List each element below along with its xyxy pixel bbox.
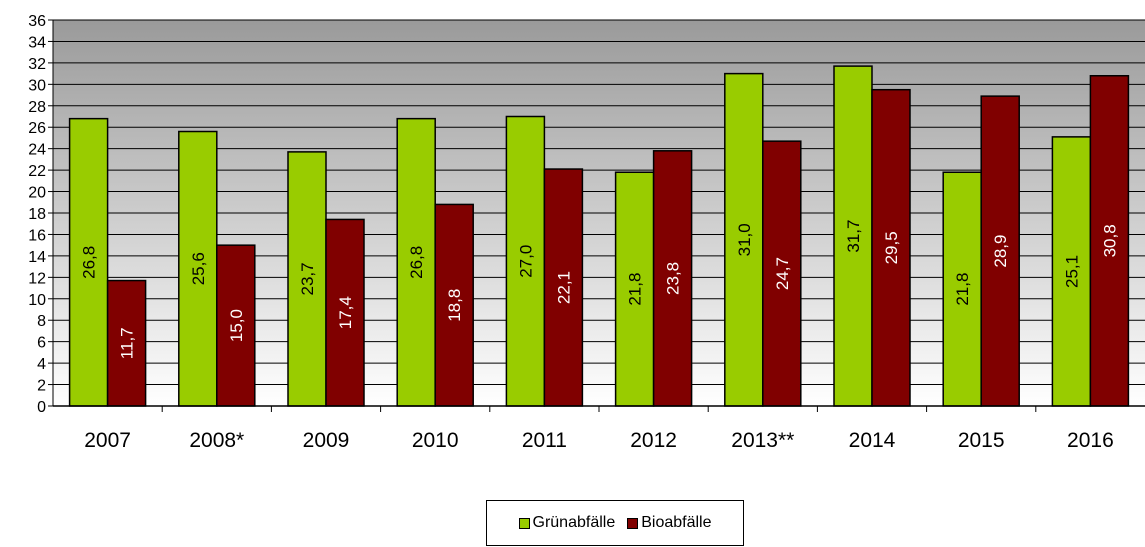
y-tick-label: 12 [28, 270, 46, 287]
data-label: 25,1 [1062, 255, 1081, 288]
y-tick-label: 22 [28, 163, 46, 180]
bar-bioabfaelle [216, 244, 256, 407]
data-label: 23,8 [664, 262, 683, 295]
bar-gruenabfaelle [178, 130, 218, 407]
data-label: 11,7 [118, 327, 137, 359]
x-tick-label: 2007 [84, 429, 131, 452]
x-tick-label: 2011 [522, 429, 567, 452]
y-tick-label: 34 [28, 34, 46, 51]
x-tick-label: 2013** [731, 429, 794, 452]
bar-gruenabfaelle [724, 72, 764, 407]
y-tick-label: 24 [28, 142, 46, 159]
data-label: 28,9 [991, 235, 1010, 268]
legend-swatch-gruenabfaelle [518, 517, 530, 529]
y-tick-label: 30 [28, 77, 46, 94]
data-label: 21,8 [953, 273, 972, 306]
data-label: 23,7 [298, 262, 317, 295]
data-label: 27,0 [516, 245, 535, 278]
y-tick-label: 28 [28, 99, 46, 116]
y-tick-label: 4 [37, 356, 46, 373]
y-tick-label: 2 [37, 378, 46, 395]
x-axis: 2007 2008* 2009 2010 2011 2012 2013** 2014 2015 2… [53, 405, 1145, 452]
bar-gruenabfaelle [396, 117, 436, 407]
bar-bioabfaelle [106, 279, 147, 407]
data-label: 24,7 [773, 257, 792, 290]
y-tick-label: 10 [28, 292, 46, 309]
data-label: 31,7 [844, 220, 863, 253]
x-tick-label: 2012 [630, 429, 677, 452]
y-tick-label: 18 [28, 206, 46, 223]
data-label: 21,8 [626, 273, 645, 306]
legend: Grünabfälle Bioabfälle [486, 500, 744, 546]
data-label: 18,8 [445, 289, 464, 322]
data-label: 17,4 [336, 296, 355, 329]
bar-bioabfaelle [871, 88, 911, 407]
y-tick-label: 36 [28, 13, 46, 30]
legend-item-gruenabfaelle: Grünabfälle [518, 514, 616, 532]
bar-gruenabfaelle [287, 151, 327, 407]
bar-bioabfaelle [652, 150, 693, 407]
y-tick-label: 20 [28, 185, 46, 202]
data-label: 15,0 [227, 309, 246, 342]
x-tick-label: 2015 [958, 429, 1005, 452]
y-tick-label: 6 [37, 335, 46, 352]
bar-bioabfaelle [434, 203, 474, 407]
data-label: 26,8 [80, 246, 99, 279]
y-tick-label: 32 [28, 56, 46, 73]
y-tick-label: 16 [28, 227, 46, 244]
bar-bioabfaelle [325, 218, 365, 407]
legend-label-gruenabfaelle: Grünabfälle [532, 514, 616, 531]
bar-bioabfaelle [1089, 75, 1130, 407]
data-label: 26,8 [407, 246, 426, 279]
bars: 26,8 11,7 25,6 15,0 23,7 17,4 26,8 18,8 27,0 22,1… [68, 65, 1130, 407]
y-tick-label: 14 [28, 249, 46, 266]
bar-gruenabfaelle [505, 115, 546, 407]
x-tick-label: 2008* [189, 429, 244, 452]
y-tick-label: 8 [37, 313, 46, 330]
x-tick-label: 2010 [412, 429, 459, 452]
legend-item-bioabfaelle: Bioabfälle [627, 514, 712, 532]
bar-bioabfaelle [543, 168, 584, 407]
y-tick-label: 0 [37, 399, 46, 416]
data-label: 29,5 [882, 231, 901, 264]
data-label: 25,6 [189, 252, 208, 285]
x-tick-label: 2016 [1067, 429, 1114, 452]
data-label: 22,1 [554, 271, 573, 304]
data-label: 30,8 [1100, 224, 1119, 257]
x-tick-label: 2014 [849, 429, 896, 452]
x-tick-label: 2009 [303, 429, 350, 452]
data-label: 31,0 [735, 223, 754, 256]
legend-label-bioabfaelle: Bioabfälle [641, 514, 712, 531]
y-tick-label: 26 [28, 120, 46, 137]
legend-swatch-bioabfaelle [627, 517, 639, 529]
